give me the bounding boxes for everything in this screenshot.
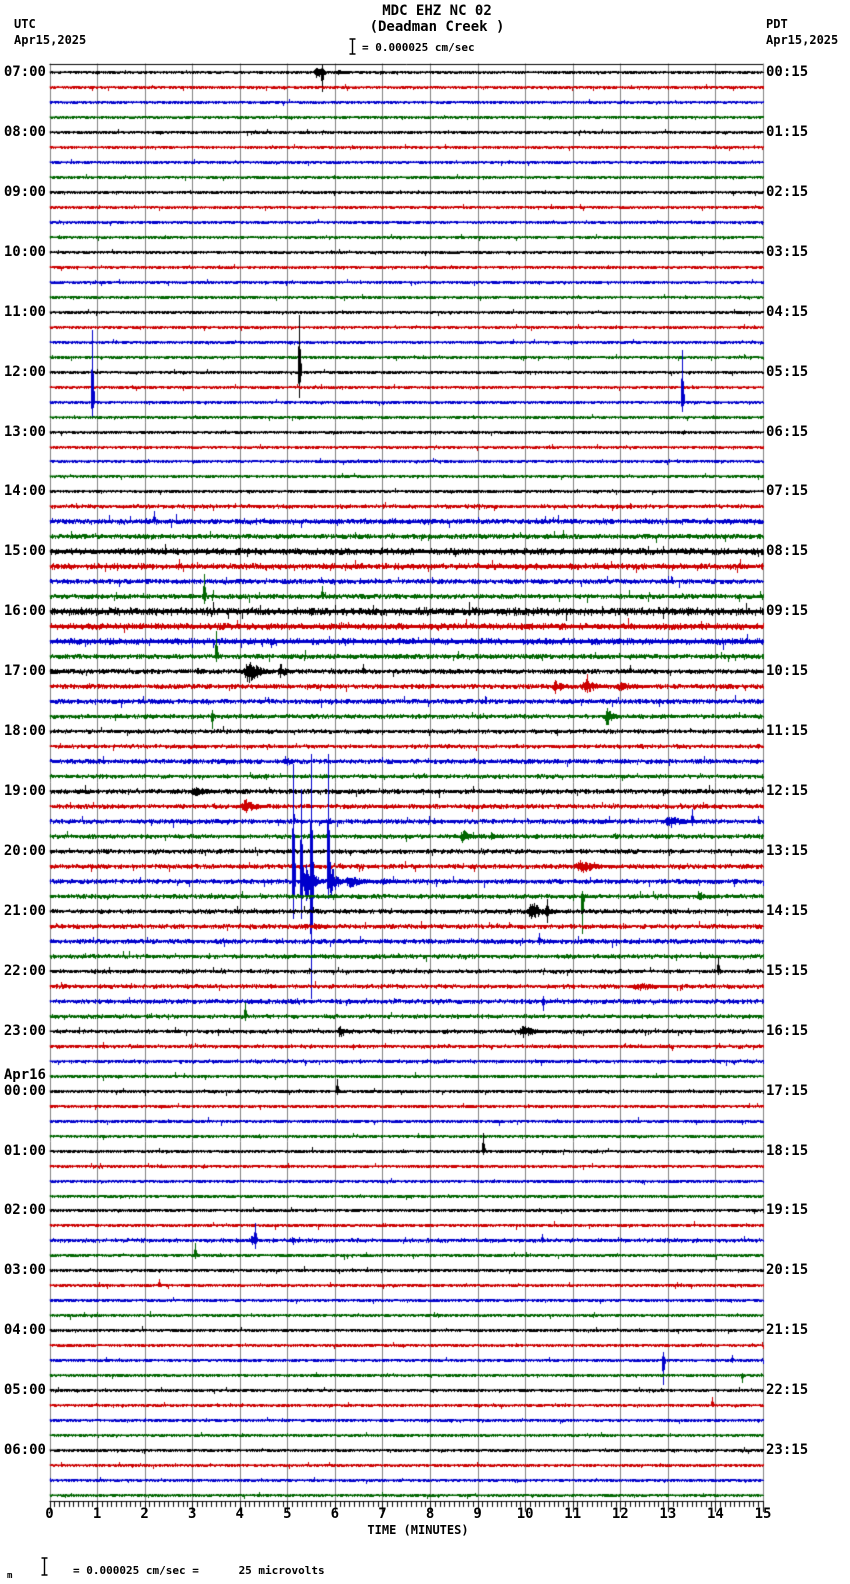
pdt-quarter-label: 08:15 bbox=[766, 543, 809, 559]
x-axis-tick-label: 1 bbox=[92, 1506, 102, 1522]
pdt-quarter-label: 23:15 bbox=[766, 1442, 809, 1458]
pdt-quarter-label: 01:15 bbox=[766, 124, 809, 140]
x-axis-tick-label: 15 bbox=[754, 1506, 772, 1522]
pdt-quarter-label: 07:15 bbox=[766, 483, 809, 499]
pdt-quarter-label: 13:15 bbox=[766, 843, 809, 859]
footer-scale-label: = 0.000025 cm/sec = 25 microvolts bbox=[73, 1564, 325, 1577]
x-axis-tick-label: 13 bbox=[659, 1506, 677, 1522]
utc-hour-label: 14:00 bbox=[3, 483, 46, 499]
utc-hour-label: 05:00 bbox=[3, 1382, 46, 1398]
x-axis-tick-label: 6 bbox=[330, 1506, 340, 1522]
x-axis-tick-label: 14 bbox=[706, 1506, 724, 1522]
x-axis-title: TIME (MINUTES) bbox=[367, 1523, 469, 1537]
pdt-quarter-label: 18:15 bbox=[766, 1143, 809, 1159]
utc-hour-label: 17:00 bbox=[3, 663, 46, 679]
pdt-quarter-label: 16:15 bbox=[766, 1023, 809, 1039]
pdt-quarter-label: 05:15 bbox=[766, 364, 809, 380]
page-subtitle: (Deadman Creek ) bbox=[369, 19, 505, 35]
pdt-quarter-label: 00:15 bbox=[766, 64, 809, 80]
pdt-quarter-label: 21:15 bbox=[766, 1322, 809, 1338]
x-axis-tick-label: 7 bbox=[378, 1506, 387, 1522]
utc-hour-label: 08:00 bbox=[3, 124, 46, 140]
pdt-quarter-label: 19:15 bbox=[766, 1202, 809, 1218]
pdt-quarter-label: 04:15 bbox=[766, 304, 809, 320]
pdt-quarter-label: 06:15 bbox=[766, 424, 809, 440]
utc-hour-label: 19:00 bbox=[3, 783, 46, 799]
utc-hour-label: 15:00 bbox=[3, 543, 46, 559]
utc-hour-label: 07:00 bbox=[3, 64, 46, 80]
utc-hour-label: 13:00 bbox=[3, 424, 46, 440]
footer-scale-bar-icon bbox=[41, 1557, 48, 1576]
pdt-timezone-label: PDT bbox=[766, 17, 788, 31]
pdt-quarter-label: 22:15 bbox=[766, 1382, 809, 1398]
utc-hour-label: 21:00 bbox=[3, 903, 46, 919]
pdt-quarter-label: 09:15 bbox=[766, 603, 809, 619]
utc-hour-label: 03:00 bbox=[3, 1262, 46, 1278]
pdt-quarter-label: 14:15 bbox=[766, 903, 809, 919]
utc-date-label: Apr15,2025 bbox=[14, 33, 87, 47]
utc-hour-label: 12:00 bbox=[3, 364, 46, 380]
x-axis-tick-label: 11 bbox=[564, 1506, 582, 1522]
pdt-quarter-label: 11:15 bbox=[766, 723, 809, 739]
utc-hour-label: 23:00 bbox=[3, 1023, 46, 1039]
utc-hour-label: 02:00 bbox=[3, 1202, 46, 1218]
x-axis-tick-label: 5 bbox=[283, 1506, 292, 1522]
pdt-quarter-label: 20:15 bbox=[766, 1262, 809, 1278]
utc-timezone-label: UTC bbox=[14, 17, 36, 31]
utc-hour-label: 20:00 bbox=[3, 843, 46, 859]
utc-hour-label: 00:00 bbox=[3, 1083, 46, 1099]
pdt-quarter-label: 17:15 bbox=[766, 1083, 809, 1099]
x-axis-tick-label: 10 bbox=[516, 1506, 534, 1522]
x-axis-tick-label: 3 bbox=[187, 1506, 197, 1522]
pdt-quarter-label: 10:15 bbox=[766, 663, 809, 679]
x-axis-tick-label: 2 bbox=[140, 1506, 149, 1522]
pdt-quarter-label: 12:15 bbox=[766, 783, 809, 799]
pdt-quarter-label: 15:15 bbox=[766, 963, 809, 979]
utc-hour-label: 06:00 bbox=[3, 1442, 46, 1458]
utc-hour-label: 04:00 bbox=[3, 1322, 46, 1338]
utc-hour-label: 10:00 bbox=[3, 244, 46, 260]
scale-label: = 0.000025 cm/sec bbox=[362, 41, 475, 54]
x-axis-tick-label: 8 bbox=[425, 1506, 435, 1522]
x-axis-tick-label: 4 bbox=[235, 1506, 244, 1522]
utc-hour-label: 22:00 bbox=[3, 963, 46, 979]
footer-prefix-glyph: m bbox=[7, 1571, 13, 1581]
scale-bar-icon bbox=[349, 38, 356, 55]
pdt-date-label: Apr15,2025 bbox=[766, 33, 839, 47]
x-axis-tick-label: 12 bbox=[611, 1506, 629, 1522]
page-title: MDC EHZ NC 02 bbox=[382, 3, 492, 19]
x-axis-tick-label: 9 bbox=[473, 1506, 482, 1522]
pdt-quarter-label: 03:15 bbox=[766, 244, 809, 260]
utc-hour-label: 11:00 bbox=[3, 304, 46, 320]
utc-hour-label: 09:00 bbox=[3, 184, 46, 200]
x-axis-tick-label: 0 bbox=[45, 1506, 54, 1522]
utc-hour-label: 01:00 bbox=[3, 1143, 46, 1159]
utc-date-rollover-label: Apr16 bbox=[3, 1067, 46, 1083]
utc-hour-label: 18:00 bbox=[3, 723, 46, 739]
pdt-quarter-label: 02:15 bbox=[766, 184, 809, 200]
utc-hour-label: 16:00 bbox=[3, 603, 46, 619]
